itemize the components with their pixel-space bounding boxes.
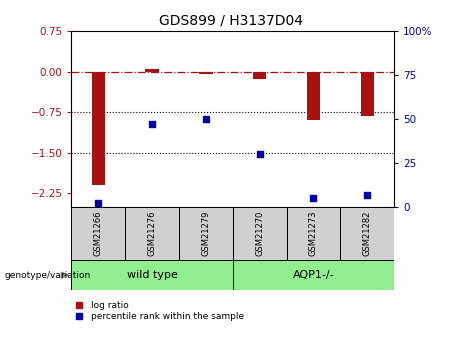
Point (148, 121, 156, 127)
Point (256, 151, 263, 157)
Text: GSM21273: GSM21273 (309, 211, 318, 256)
Point (310, 195, 317, 201)
Point (202, 116, 210, 122)
Text: GSM21270: GSM21270 (255, 211, 264, 256)
Bar (145, 69, 159, 72)
Bar (340, 207, 394, 260)
Bar (71, 207, 125, 260)
Text: GDS899 / H3137D04: GDS899 / H3137D04 (159, 14, 302, 28)
Legend: log ratio, percentile rank within the sample: log ratio, percentile rank within the sa… (67, 298, 248, 325)
Bar (307, 72, 320, 120)
Bar (125, 207, 179, 260)
Bar (233, 260, 394, 290)
Bar (361, 72, 374, 116)
Text: GSM21266: GSM21266 (94, 211, 103, 256)
Bar (287, 207, 340, 260)
Bar (71, 260, 233, 290)
Text: GSM21276: GSM21276 (148, 211, 157, 256)
Bar (233, 207, 287, 260)
Point (364, 192, 371, 197)
Bar (253, 72, 266, 79)
Text: genotype/variation: genotype/variation (5, 270, 91, 280)
Bar (179, 207, 233, 260)
Text: GSM21282: GSM21282 (363, 211, 372, 256)
Text: AQP1-/-: AQP1-/- (293, 270, 334, 280)
Bar (199, 72, 213, 75)
Bar (92, 72, 105, 185)
Text: wild type: wild type (127, 270, 177, 280)
Text: GSM21279: GSM21279 (201, 211, 210, 256)
Point (95, 201, 102, 206)
